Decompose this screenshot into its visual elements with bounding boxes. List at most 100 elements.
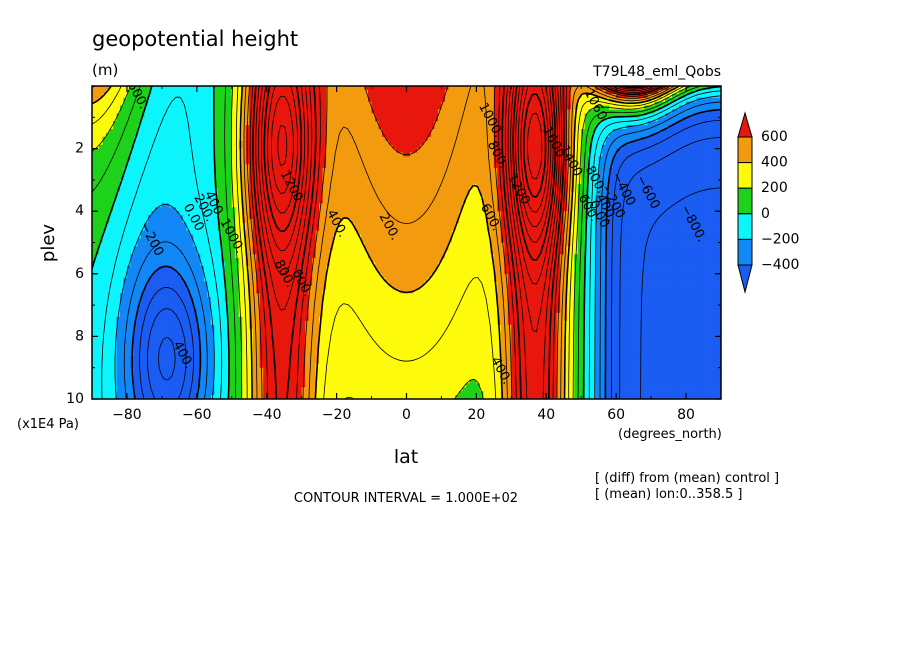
field-cell: [245, 340, 250, 345]
field-cell: [116, 387, 121, 392]
field-cell: [165, 215, 170, 220]
field-cell: [95, 105, 100, 111]
field-cell: [228, 391, 233, 396]
field-cell: [228, 140, 233, 146]
field-cell: [228, 348, 233, 353]
field-cell: [98, 269, 104, 275]
field-cell: [95, 129, 100, 134]
field-cell: [196, 363, 201, 369]
field-cell: [179, 340, 184, 345]
field-cell: [102, 355, 107, 361]
field-cell: [291, 352, 296, 357]
field-cell: [105, 140, 111, 146]
field-cell: [301, 129, 306, 134]
field-cell: [165, 136, 170, 142]
field-cell: [210, 125, 215, 130]
field-cell: [130, 222, 135, 228]
field-cell: [207, 203, 212, 208]
field-cell: [207, 250, 212, 255]
field-cell: [242, 215, 247, 220]
field-cell: [193, 367, 198, 373]
field-cell: [123, 379, 128, 384]
field-cell: [147, 277, 152, 283]
field-cell: [256, 121, 261, 126]
field-cell: [256, 281, 261, 287]
field-cell: [119, 363, 125, 369]
field-cell: [161, 363, 166, 369]
field-cell: [210, 105, 215, 111]
field-cell: [193, 144, 198, 150]
field-cell: [259, 191, 264, 197]
field-cell: [123, 277, 128, 283]
field-cell: [98, 203, 104, 208]
field-cell: [151, 136, 156, 142]
field-cell: [277, 242, 282, 248]
field-cell: [161, 395, 166, 399]
field-cell: [172, 105, 177, 111]
field-cell: [161, 328, 166, 334]
field-cell: [224, 352, 229, 357]
field-cell: [186, 301, 191, 306]
field-cell: [231, 367, 236, 373]
field-cell: [182, 109, 187, 114]
field-cell: [238, 371, 243, 377]
field-cell: [256, 175, 261, 181]
field-cell: [151, 148, 156, 154]
field-cell: [217, 203, 222, 208]
field-cell: [165, 129, 170, 134]
field-cell: [252, 340, 257, 345]
field-cell: [270, 383, 275, 388]
field-cell: [273, 332, 278, 337]
field-cell: [270, 148, 275, 154]
field-cell: [161, 109, 166, 114]
field-cell: [242, 332, 247, 337]
field-cell: [256, 109, 261, 114]
field-cell: [179, 352, 184, 357]
field-cell: [116, 105, 121, 111]
field-cell: [172, 179, 177, 185]
field-cell: [210, 348, 215, 353]
field-cell: [123, 226, 128, 232]
field-cell: [140, 340, 146, 345]
field-cell: [280, 215, 285, 220]
field-cell: [249, 121, 254, 126]
field-cell: [92, 312, 97, 318]
field-cell: [126, 129, 132, 134]
field-cell: [154, 336, 159, 341]
field-cell: [231, 387, 236, 392]
field-cell: [175, 379, 180, 384]
field-cell: [92, 250, 97, 255]
field-cell: [123, 340, 128, 345]
field-cell: [165, 140, 170, 146]
field-cell: [168, 175, 173, 181]
field-cell: [119, 152, 125, 158]
field-cell: [165, 105, 170, 111]
field-cell: [207, 219, 212, 224]
field-cell: [109, 148, 114, 154]
field-cell: [228, 332, 233, 337]
field-cell: [172, 336, 177, 341]
field-cell: [147, 344, 152, 349]
field-cell: [252, 352, 257, 357]
field-cell: [266, 187, 271, 193]
field-cell: [193, 371, 198, 377]
field-cell: [207, 175, 212, 181]
field-cell: [294, 324, 299, 330]
field-cell: [231, 395, 236, 399]
field-cell: [259, 183, 264, 189]
field-cell: [217, 242, 222, 248]
field-cell: [175, 172, 180, 177]
field-cell: [147, 132, 152, 138]
field-cell: [130, 269, 135, 275]
field-cell: [144, 152, 149, 158]
field-cell: [228, 289, 233, 294]
field-cell: [214, 148, 219, 154]
field-cell: [154, 332, 159, 337]
field-cell: [193, 320, 198, 326]
field-cell: [140, 211, 146, 216]
field-cell: [92, 136, 97, 142]
field-cell: [280, 113, 285, 118]
field-cell: [259, 97, 264, 103]
field-cell: [92, 324, 97, 330]
field-cell: [210, 199, 215, 204]
